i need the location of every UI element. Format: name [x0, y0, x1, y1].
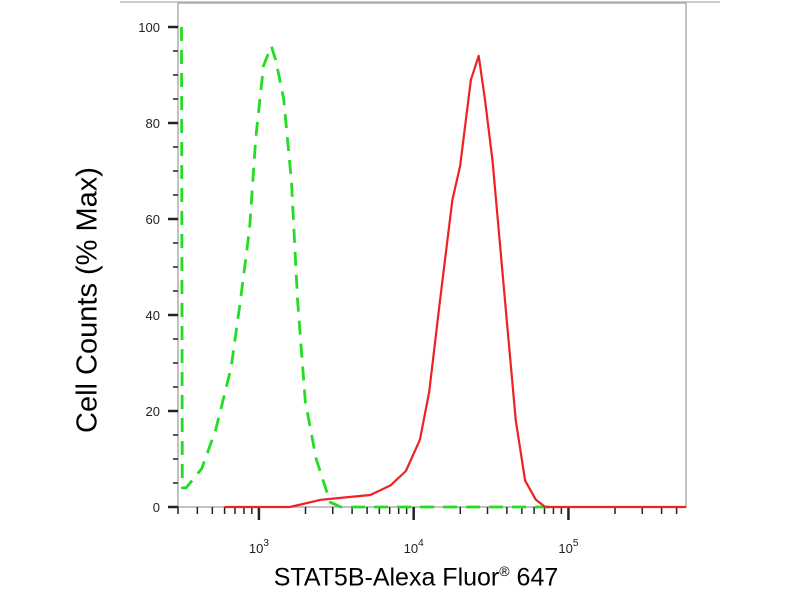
x-axis-label-suffix: 647 [509, 563, 559, 592]
x-tick-base: 10 [558, 541, 572, 556]
x-tick-exponent: 3 [263, 538, 269, 549]
x-axis-label: STAT5B-Alexa Fluor® 647 [0, 563, 800, 592]
x-tick-label: 104 [404, 538, 424, 556]
x-tick-base: 10 [404, 541, 418, 556]
plot-frame [177, 2, 687, 508]
stat5b-series-line [224, 54, 687, 509]
x-tick-label: 103 [249, 538, 269, 556]
y-axis-label: Cell Counts (% Max) [71, 167, 104, 433]
x-axis-label-text: STAT5B-Alexa Fluor [273, 563, 500, 592]
y-tick-label: 80 [146, 116, 160, 131]
x-tick-exponent: 5 [573, 538, 579, 549]
y-tick-label: 60 [146, 212, 160, 227]
y-tick-label: 100 [138, 20, 160, 35]
x-tick-label: 105 [558, 538, 578, 556]
x-tick-base: 10 [249, 541, 263, 556]
control-series-line [180, 26, 550, 509]
x-tick-exponent: 4 [418, 538, 424, 549]
y-tick-label: 40 [146, 308, 160, 323]
y-tick-label: 20 [146, 404, 160, 419]
registered-mark: ® [499, 563, 510, 579]
y-tick-label: 0 [153, 500, 160, 515]
